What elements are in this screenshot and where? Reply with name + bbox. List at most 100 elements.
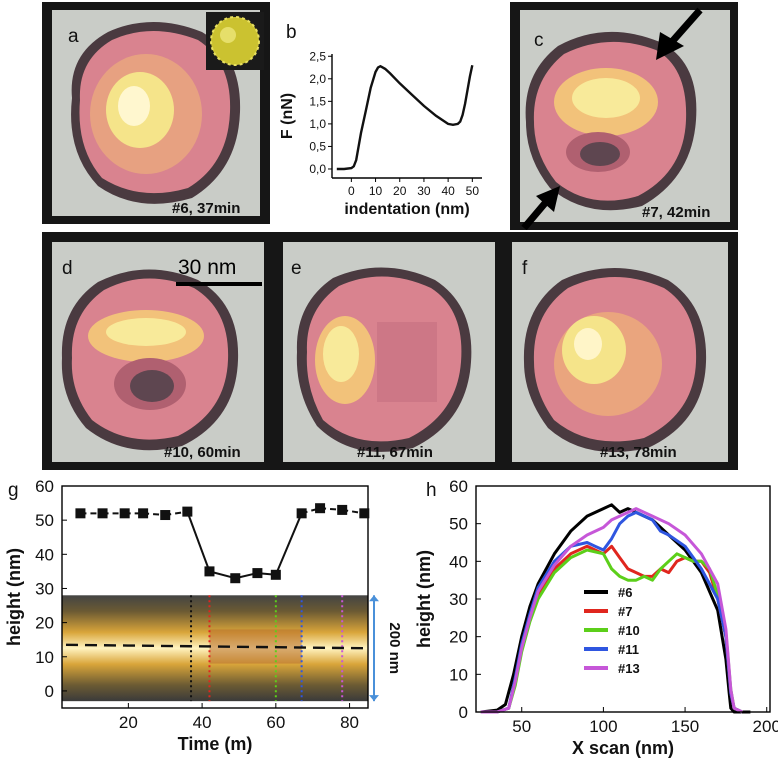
afm-image-a — [52, 10, 264, 216]
y-axis-label: F (nN) — [279, 93, 296, 139]
afm-panel-f: f #13, 78min — [502, 232, 738, 470]
arrow-bottom-left-icon — [521, 186, 560, 230]
particle-d — [61, 269, 239, 451]
data-point — [359, 508, 370, 519]
chart-b-svg: 0 10 20 30 40 50 0,0 0,5 1,0 1,5 2,0 2,5 indentation… — [279, 49, 482, 218]
kymograph-centerline — [65, 643, 365, 650]
panel-caption-f: #13, 78min — [600, 444, 677, 461]
series-segment — [274, 512, 303, 576]
x-tick-label: 40 — [193, 713, 212, 732]
afm-image-d — [52, 242, 264, 462]
series-segment — [186, 511, 211, 572]
y-tick-label: 10 — [35, 648, 54, 667]
afm-panel-e: e #11, 67min — [273, 232, 502, 470]
data-point — [296, 508, 307, 519]
y-tick-label: 10 — [449, 665, 468, 684]
afm-panel-a: a #6, 37min — [42, 2, 270, 224]
data-point — [270, 569, 281, 580]
chart-b: 0 10 20 30 40 50 0,0 0,5 1,0 1,5 2,0 2,5 indentation… — [270, 2, 510, 230]
panel-label-c: c — [534, 30, 544, 51]
x-tick-label: 60 — [266, 713, 285, 732]
scale-bar-label: 30 nm — [178, 256, 237, 279]
scale-bracket-arrow-bottom — [369, 695, 379, 702]
chart-g: 200 nm 20 40 60 80 0 10 20 30 40 50 60 Time (m) heigh… — [0, 472, 403, 767]
y-tick-label: 2,0 — [309, 72, 326, 86]
plot-frame — [61, 485, 369, 709]
profile-line — [480, 507, 743, 714]
x-tick-label: 150 — [671, 717, 699, 736]
profile-line — [480, 510, 743, 714]
y-axis-label: height (nm) — [4, 548, 24, 646]
y-tick-label: 0,5 — [309, 139, 326, 153]
panel-caption-d: #10, 60min — [164, 444, 241, 461]
panel-label-h: h — [426, 480, 437, 501]
data-point — [119, 508, 130, 519]
x-axis-label: X scan (nm) — [572, 738, 674, 758]
particle-e — [296, 267, 472, 452]
y-tick-label: 0 — [459, 703, 468, 722]
particle-c — [525, 31, 697, 211]
legend-label: #10 — [618, 623, 640, 638]
panel-label-b: b — [286, 22, 297, 43]
data-point — [75, 508, 86, 519]
x-axis-label: Time (m) — [178, 734, 253, 754]
y-tick-label: 30 — [35, 579, 54, 598]
x-tick-label: 200 — [753, 717, 778, 736]
afm-image-e — [283, 242, 495, 462]
x-tick-label: 100 — [589, 717, 617, 736]
x-axis-label: indentation (nm) — [344, 201, 469, 218]
panel-label-g: g — [8, 480, 19, 501]
y-tick-label: 40 — [35, 545, 54, 564]
y-tick-label: 30 — [449, 590, 468, 609]
arrow-top-right-icon — [656, 7, 703, 60]
panel-label-a: a — [68, 26, 79, 47]
panel-label-f: f — [522, 258, 528, 279]
y-tick-label: 1,0 — [309, 117, 326, 131]
legend-label: #6 — [618, 585, 632, 600]
data-point — [337, 504, 348, 515]
panel-caption-e: #11, 67min — [357, 444, 433, 461]
panel-label-d-text: d — [62, 258, 73, 279]
chart-g-svg: 200 nm 20 40 60 80 0 10 20 30 40 50 60 Time (m) heigh… — [4, 477, 403, 754]
y-tick-label: 40 — [449, 552, 468, 571]
data-point — [315, 503, 326, 514]
chart-h: 50 100 150 200 0 10 20 30 40 50 60 #6 #7 #10 #11 #13 X s… — [400, 472, 778, 767]
panel-caption-a: #6, 37min — [172, 200, 241, 217]
x-tick-label: 0 — [348, 184, 355, 198]
afm-panel-d: a d 30 nm #10, 60min — [42, 232, 273, 470]
afm-panel-c: c #7, 42min — [510, 2, 738, 230]
particle-f — [523, 268, 707, 453]
x-tick-label: 30 — [417, 184, 431, 198]
legend-label: #11 — [618, 642, 639, 657]
y-tick-label: 50 — [449, 515, 468, 534]
y-tick-label: 2,5 — [309, 49, 326, 63]
y-tick-label: 20 — [35, 614, 54, 633]
data-point — [160, 510, 171, 521]
scale-bracket-label: 200 nm — [386, 622, 400, 674]
scale-bar — [176, 282, 262, 286]
x-tick-label: 20 — [393, 184, 407, 198]
scale-bracket-arrow-top — [369, 595, 379, 602]
x-tick-label: 10 — [369, 184, 383, 198]
data-point — [230, 573, 241, 584]
y-tick-label: 50 — [35, 511, 54, 530]
x-tick-label: 40 — [441, 184, 455, 198]
data-point — [182, 506, 193, 517]
particle-a — [71, 22, 241, 204]
afm-image-c — [520, 7, 730, 230]
y-tick-label: 0,0 — [309, 162, 326, 176]
y-tick-label: 20 — [449, 628, 468, 647]
panel-caption-c: #7, 42min — [642, 204, 711, 221]
y-tick-label: 60 — [35, 477, 54, 496]
profile-line — [480, 503, 751, 714]
force-curve — [336, 64, 474, 171]
data-point — [204, 566, 215, 577]
x-tick-label: 80 — [340, 713, 359, 732]
afm-image-f — [512, 242, 728, 462]
y-tick-label: 1,5 — [309, 94, 326, 108]
y-axis-label: height (nm) — [414, 550, 434, 648]
x-tick-label: 20 — [119, 713, 138, 732]
y-tick-label: 0 — [45, 682, 54, 701]
chart-h-svg: 50 100 150 200 0 10 20 30 40 50 60 #6 #7 #10 #11 #13 X s… — [414, 477, 778, 758]
x-tick-label: 50 — [512, 717, 531, 736]
